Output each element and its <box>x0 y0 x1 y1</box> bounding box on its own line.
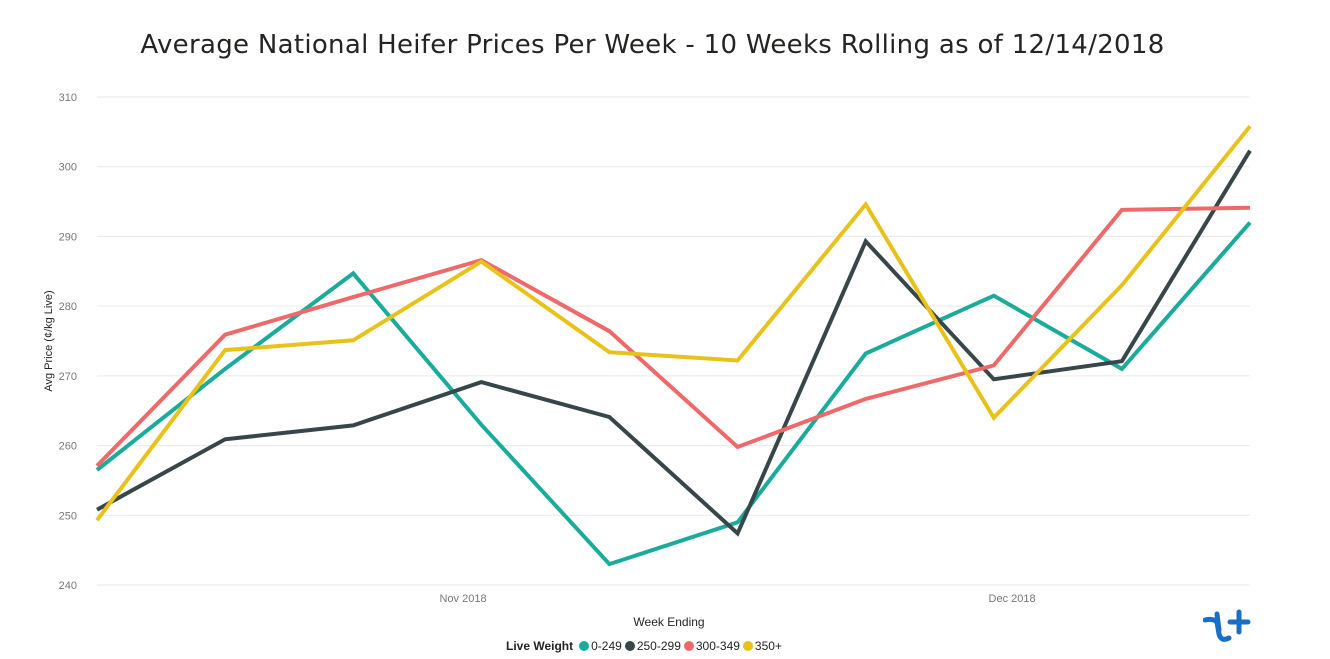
series-line-300-349[interactable] <box>95 205 1251 468</box>
legend-label: 0-249 <box>591 639 622 653</box>
legend-swatch-250-299 <box>624 641 635 651</box>
y-tick-label: 310 <box>59 92 77 104</box>
y-tick-label: 290 <box>59 231 77 243</box>
legend-item-300-349[interactable]: 300-349 <box>683 639 740 653</box>
legend-swatch-300-349 <box>683 641 694 651</box>
legend-item-0-249[interactable]: 0-249 <box>579 639 622 653</box>
legend-label: 350+ <box>754 639 782 653</box>
legend-swatch-0-249 <box>579 641 590 651</box>
x-tick-label: Dec 2018 <box>989 593 1036 605</box>
x-tick-label: Nov 2018 <box>439 593 486 605</box>
x-axis-ticks: Nov 2018 Dec 2018 <box>439 593 1035 605</box>
brand-logo-icon <box>1203 609 1251 642</box>
legend-label: 300-349 <box>695 639 740 653</box>
y-tick-label: 300 <box>59 162 77 174</box>
series-line-350-plus[interactable] <box>95 125 1252 522</box>
legend-swatch-350-plus <box>742 641 753 651</box>
legend-item-350-plus[interactable]: 350+ <box>742 639 782 653</box>
y-tick-label: 240 <box>59 580 77 592</box>
y-tick-label: 280 <box>59 301 77 313</box>
y-tick-label: 250 <box>59 510 77 522</box>
legend-title: Live Weight <box>506 639 574 653</box>
legend-item-250-299[interactable]: 250-299 <box>624 639 681 653</box>
y-tick-label: 270 <box>59 371 77 383</box>
gridlines <box>97 96 1250 586</box>
series-lines <box>95 125 1252 567</box>
series-line-0-249[interactable] <box>95 221 1252 567</box>
chart-title: Average National Heifer Prices Per Week … <box>140 30 1165 60</box>
y-axis-ticks: 240 250 260 270 280 290 300 310 <box>59 92 77 592</box>
series-line-250-299[interactable] <box>96 149 1252 537</box>
legend-label: 250-299 <box>636 639 681 653</box>
y-tick-label: 260 <box>59 441 77 453</box>
legend: Live Weight 0-249 250-299 300-349 350+ <box>506 639 785 653</box>
x-axis-title: Week Ending <box>633 615 704 629</box>
y-axis-title: Avg Price (¢/kg Live) <box>43 290 55 391</box>
